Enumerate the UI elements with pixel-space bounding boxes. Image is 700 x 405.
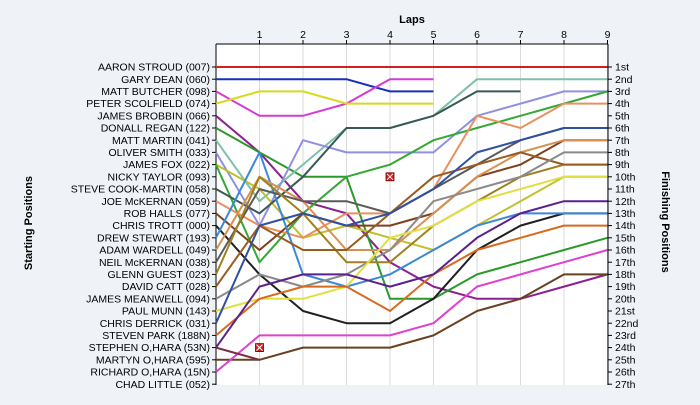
position-label: 24th [615,342,636,354]
driver-label: NICKY TAYLOR (093) [107,171,210,183]
position-label: 26th [615,367,636,379]
driver-label: ROB HALLS (077) [124,208,210,220]
position-label: 21st [615,306,635,318]
series-line-24 [215,200,608,349]
driver-label: JOE McKERNAN (059) [101,196,210,208]
position-label: 7th [615,135,630,147]
driver-label: STEVEN PARK (188N) [102,330,210,342]
position-label: 15th [615,232,636,244]
position-label: 2nd [615,74,633,86]
position-label: 1st [615,62,629,74]
position-label: 5th [615,110,630,122]
series-line-13 [215,139,608,251]
x-tick-label-lap-4: 4 [387,29,393,41]
driver-label: DREW STEWART (193) [97,232,210,244]
series-line-26 [215,249,608,373]
driver-label: STEVE COOK-MARTIN (058) [71,184,210,196]
series-line-2 [216,78,434,93]
driver-label: DONALL REGAN (122) [101,123,210,135]
series-line-27 [215,346,260,361]
position-label: 23rd [615,330,636,342]
position-label: 19th [615,281,636,293]
series-line-19 [215,151,608,288]
position-label: 4th [615,98,630,110]
position-label: 14th [615,220,636,232]
x-tick-label-lap-2: 2 [300,29,306,41]
series-line-5 [215,115,608,300]
driver-label: DAVID CATT (028) [122,281,210,293]
driver-label: PETER SCOLFIELD (074) [86,98,210,110]
position-label: 9th [615,159,630,171]
series-line-4 [215,90,434,105]
position-label: 22nd [615,318,639,330]
driver-label: RICHARD O,HARA (15N) [90,367,210,379]
driver-label: AARON STROUD (007) [98,62,210,74]
position-label: 16th [615,245,636,257]
finishing-positions-label: Finishing Positions [659,171,671,272]
series-line-25 [216,273,608,361]
retirement-marker-1 [255,343,264,353]
series-line-23 [215,224,608,337]
driver-label: JAMES BROBBIN (066) [97,110,210,122]
x-tick-label-lap-5: 5 [431,29,437,41]
driver-label: GLENN GUEST (023) [107,269,210,281]
x-tick-label-lap-1: 1 [257,29,263,41]
position-label: 25th [615,354,636,366]
series-line-11 [215,90,521,215]
retirement-marker-2 [385,172,395,182]
x-tick-label-lap-6: 6 [474,29,480,41]
series-line-3 [215,78,434,117]
driver-label: OLIVER SMITH (033) [108,147,210,159]
position-label: 12th [615,196,636,208]
series-line-18 [215,163,608,275]
position-label: 10th [615,171,636,183]
driver-label: MATT BUTCHER (098) [101,86,210,98]
driver-label: PAUL MUNN (143) [122,306,210,318]
position-label: 13th [615,208,636,220]
series-line-15 [215,151,608,288]
x-tick-label-lap-3: 3 [344,29,350,41]
driver-label: NEIL McKERNAN (038) [99,257,210,269]
driver-label: JAMES FOX (022) [123,159,210,171]
driver-label: MATT MARTIN (041) [112,135,210,147]
position-label: 17th [615,257,636,269]
position-label: 3rd [615,86,630,98]
driver-label: ADAM WARDELL (049) [99,245,210,257]
x-tick-label-lap-8: 8 [561,29,567,41]
driver-label: JAMES MEANWELL (094) [86,293,210,305]
position-label: 18th [615,269,636,281]
driver-label: MARTYN O,HARA (595) [96,354,210,366]
position-label: 20th [615,293,636,305]
driver-label: STEPHEN O,HARA (53N) [89,342,210,354]
series-line-21 [215,175,608,312]
driver-label: CHRIS TROTT (000) [112,220,210,232]
series-line-22 [215,127,608,324]
x-tick-label-lap-9: 9 [605,29,611,41]
driver-label: CHRIS DERRICK (031) [100,318,210,330]
x-tick-label-lap-7: 7 [518,29,524,41]
starting-positions-label: Starting Positions [23,176,35,270]
position-label: 8th [615,147,630,159]
driver-label: CHAD LITTLE (052) [115,379,210,391]
position-label: 11th [615,184,635,196]
chart-title: Laps [399,14,425,26]
series-line-6 [215,127,608,300]
position-label: 6th [615,123,630,135]
driver-label: GARY DEAN (060) [121,74,210,86]
position-label: 27th [615,379,636,391]
